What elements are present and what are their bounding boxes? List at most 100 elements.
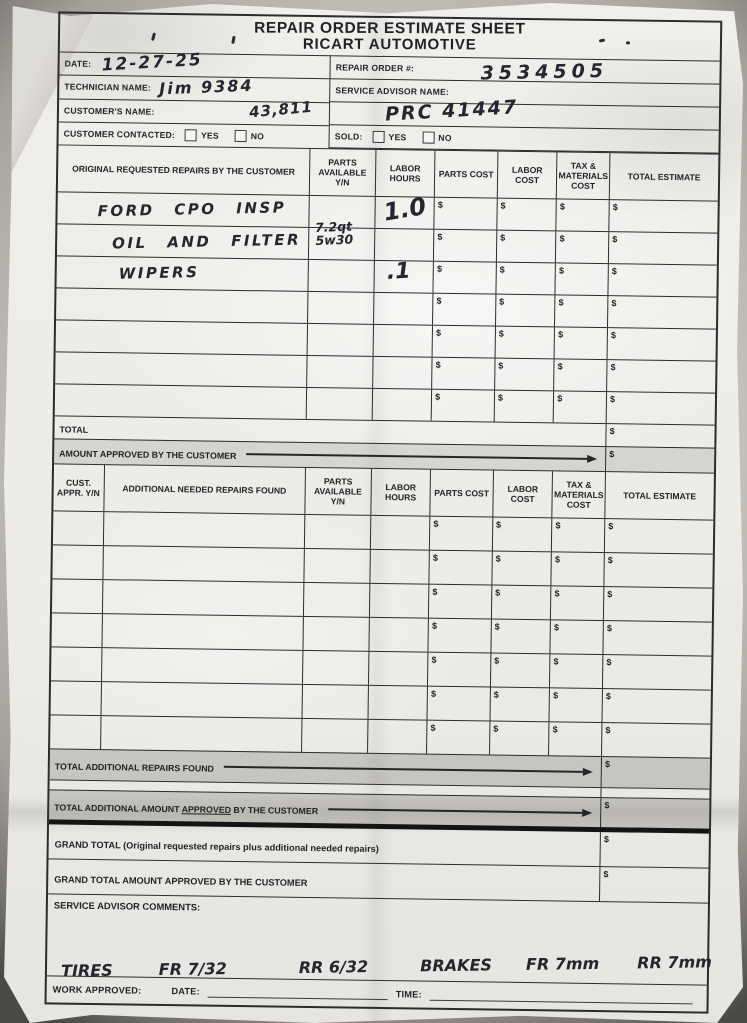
customer-contacted-label: CUSTOMER CONTACTED: bbox=[63, 128, 176, 140]
total-label: TOTAL bbox=[59, 424, 89, 435]
dollar-sign: $ bbox=[499, 264, 505, 275]
handwritten-tire-rear: RR 6/32 bbox=[298, 957, 369, 978]
header-fields: DATE: 12-27-25 TECHNICIAN NAME: Jim 9384… bbox=[58, 50, 720, 154]
work-approved-label: WORK APPROVED: bbox=[52, 984, 142, 996]
footer-date-label: DATE: bbox=[171, 986, 200, 997]
dollar-sign: $ bbox=[559, 201, 566, 212]
dollar-sign: $ bbox=[495, 553, 501, 564]
paper-sheet bbox=[4, 3, 743, 1023]
dollar-sign: $ bbox=[498, 360, 504, 371]
contacted-no-checkbox bbox=[234, 129, 247, 142]
dollar-sign: $ bbox=[557, 393, 563, 404]
ink-mark bbox=[625, 41, 630, 45]
dollar-sign: $ bbox=[431, 654, 437, 665]
handwritten-brake-rear: RR 7mm bbox=[637, 952, 713, 973]
header-tax-materials: TAX & MATERIALS COST bbox=[551, 471, 606, 519]
dollar-sign: $ bbox=[436, 295, 442, 306]
customer-contacted-row: CUSTOMER CONTACTED: YES NO bbox=[58, 122, 328, 148]
handwritten-tire-front: FR 7/32 bbox=[158, 959, 227, 980]
handwritten-brakes: BRAKES bbox=[420, 955, 493, 976]
dollar-sign: $ bbox=[606, 623, 612, 634]
dollar-sign: $ bbox=[605, 725, 611, 736]
time-signature-line bbox=[429, 988, 693, 1005]
dollar-sign: $ bbox=[607, 589, 613, 600]
date-signature-line bbox=[207, 985, 388, 1001]
total-additional-approved-label: TOTAL ADDITIONAL AMOUNT APPROVED BY THE … bbox=[54, 802, 319, 817]
dollar-sign: $ bbox=[496, 519, 502, 530]
header-parts-available: PARTS AVAILABLE Y/N bbox=[308, 148, 376, 196]
dollar-sign: $ bbox=[430, 722, 436, 733]
contacted-yes-checkbox bbox=[184, 129, 198, 142]
dollar-sign: $ bbox=[554, 588, 560, 599]
sold-no-checkbox bbox=[422, 131, 435, 144]
no-label: NO bbox=[438, 132, 452, 143]
grand-total-label: GRAND TOTAL (Original requested repairs … bbox=[54, 838, 379, 854]
dollar-sign: $ bbox=[500, 200, 506, 211]
header-right-column: REPAIR ORDER #: SERVICE ADVISOR NAME: SO… bbox=[328, 56, 720, 154]
additional-repairs-table: CUST. APPR. Y/N ADDITIONAL NEEDED REPAIR… bbox=[50, 463, 714, 758]
dollar-sign: $ bbox=[493, 689, 499, 700]
no-label: NO bbox=[250, 130, 265, 142]
header-labor-cost: LABOR COST bbox=[496, 151, 557, 199]
dollar-sign: $ bbox=[432, 552, 439, 563]
dollar-sign: $ bbox=[435, 359, 441, 370]
dollar-sign: $ bbox=[493, 723, 499, 734]
repair-order-form: REPAIR ORDER ESTIMATE SHEET RICART AUTOM… bbox=[44, 11, 723, 1014]
handwritten-date: 12-27-25 bbox=[100, 50, 203, 76]
handwritten-repair-1: FORD CPO INSP bbox=[97, 198, 287, 221]
dollar-sign: $ bbox=[610, 362, 616, 373]
header-labor-hours: LABOR HOURS bbox=[374, 149, 435, 197]
grand-total-approved-label: GRAND TOTAL AMOUNT APPROVED BY THE CUSTO… bbox=[54, 873, 308, 888]
dollar-sign: $ bbox=[552, 724, 558, 735]
header-total-estimate: TOTAL ESTIMATE bbox=[604, 472, 714, 520]
technician-label: TECHNICIAN NAME: bbox=[64, 81, 152, 94]
dollar-sign: $ bbox=[611, 298, 617, 309]
company-name: RICART AUTOMOTIVE bbox=[303, 36, 477, 54]
sold-label: SOLD: bbox=[334, 131, 363, 142]
header-parts-cost: PARTS COST bbox=[429, 469, 493, 517]
arrow-icon bbox=[246, 450, 598, 463]
arrow-icon bbox=[223, 763, 593, 776]
date-label: DATE: bbox=[64, 58, 92, 70]
sold-yes-checkbox bbox=[372, 130, 385, 143]
dollar-sign: $ bbox=[436, 327, 442, 338]
handwritten-repair-3: WIPERS bbox=[118, 263, 200, 283]
ink-mark bbox=[231, 35, 236, 45]
dollar-sign: $ bbox=[603, 834, 610, 845]
dollar-sign: $ bbox=[437, 199, 443, 210]
dollar-sign: $ bbox=[554, 554, 561, 565]
dollar-sign: $ bbox=[559, 233, 565, 244]
dollar-sign: $ bbox=[557, 361, 563, 372]
dollar-sign: $ bbox=[608, 521, 614, 532]
dollar-sign: $ bbox=[604, 759, 611, 770]
repair-order-label: REPAIR ORDER #: bbox=[335, 62, 415, 74]
dollar-sign: $ bbox=[497, 392, 503, 403]
dollar-sign: $ bbox=[430, 688, 437, 699]
dollar-sign: $ bbox=[437, 231, 443, 242]
header-parts-available: PARTS AVAILABLE Y/N bbox=[304, 467, 371, 515]
yes-label: YES bbox=[388, 132, 407, 143]
dollar-sign: $ bbox=[498, 328, 504, 339]
header-labor-hours: LABOR HOURS bbox=[370, 468, 431, 516]
handwritten-parts-note: 7.2qt 5w30 bbox=[314, 218, 354, 249]
handwritten-tires: TIRES bbox=[60, 960, 113, 981]
dollar-sign: $ bbox=[609, 449, 615, 460]
dollar-sign: $ bbox=[431, 620, 438, 631]
service-advisor-comments: SERVICE ADVISOR COMMENTS: TIRES FR 7/32 … bbox=[47, 894, 712, 984]
dollar-sign: $ bbox=[609, 394, 616, 405]
header-parts-cost: PARTS COST bbox=[433, 150, 498, 198]
dollar-sign: $ bbox=[558, 265, 565, 276]
dollar-sign: $ bbox=[558, 297, 564, 308]
arrow-icon bbox=[328, 805, 593, 817]
dollar-sign: $ bbox=[553, 656, 559, 667]
dollar-sign: $ bbox=[495, 587, 501, 598]
dollar-sign: $ bbox=[612, 234, 618, 245]
yes-label: YES bbox=[200, 130, 219, 141]
header-original-repairs: ORIGINAL REQUESTED REPAIRS BY THE CUSTOM… bbox=[72, 163, 296, 177]
dollar-sign: $ bbox=[553, 690, 559, 701]
header-labor-cost: LABOR COST bbox=[492, 470, 553, 518]
handwritten-mileage: 43,811 bbox=[248, 97, 314, 121]
dollar-sign: $ bbox=[499, 296, 505, 307]
handwritten-labor-hours-3: .1 bbox=[385, 258, 411, 285]
advisor-label: SERVICE ADVISOR NAME: bbox=[335, 85, 450, 97]
